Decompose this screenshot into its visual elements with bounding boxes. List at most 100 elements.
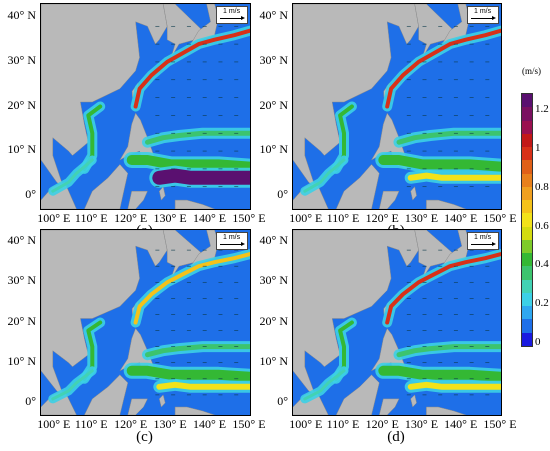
panel-label: (d) — [387, 429, 405, 445]
y-tick-label: 40° N — [259, 233, 288, 248]
land-mass — [84, 164, 129, 209]
current-band — [51, 369, 94, 401]
current-band — [303, 369, 346, 401]
land-mass — [174, 406, 215, 415]
colorbar-tick-label: 0.8 — [535, 180, 549, 193]
colorbar-tick-label: 1.2 — [535, 103, 549, 116]
x-tick-label: 100° E — [37, 211, 71, 225]
colorbar-segment — [522, 94, 532, 108]
reference-vector: 1 m/s — [216, 232, 248, 250]
land-mass — [335, 164, 380, 209]
land-mass — [162, 230, 204, 279]
land-mass — [441, 230, 470, 267]
x-tick-label: 130° E — [153, 417, 187, 431]
current-band — [396, 130, 501, 145]
colorbar-segment — [522, 292, 532, 306]
x-tick-label: 140° E — [192, 417, 227, 431]
colorbar-segment — [522, 266, 532, 280]
x-tick-label: 120° E — [114, 417, 148, 431]
land-mass — [127, 398, 148, 415]
y-tick-label: 30° N — [7, 273, 36, 288]
current-band — [378, 365, 501, 382]
y-tick-label: 30° N — [7, 52, 36, 67]
y-tick-label: 40° N — [7, 8, 36, 23]
reference-vector-label: 1 m/s — [223, 234, 241, 241]
y-tick-label: 0° — [25, 186, 36, 201]
land-mass — [159, 394, 166, 408]
colorbar-tick-label: 0.4 — [535, 258, 549, 271]
colorbar-segment — [522, 306, 532, 320]
current-band — [407, 172, 501, 181]
land-mass — [414, 230, 455, 279]
land-mass — [426, 406, 466, 415]
reference-vector-label: 1 m/s — [474, 8, 492, 15]
colorbar-segment — [522, 200, 532, 214]
current-band — [51, 158, 94, 193]
colorbar-segment — [522, 253, 532, 267]
colorbar-tick-label: 0 — [535, 336, 541, 348]
land-mass — [410, 394, 417, 408]
current-speed-map — [41, 230, 250, 415]
map-frame: 1 m/s — [292, 229, 502, 416]
reference-vector-label: 1 m/s — [223, 8, 241, 15]
land-mass — [426, 199, 466, 209]
colorbar-segment — [522, 213, 532, 227]
map-frame: 1 m/s — [40, 229, 251, 416]
current-band — [385, 28, 501, 109]
land-mass — [84, 374, 129, 415]
colorbar-segment — [522, 332, 532, 346]
x-tick-label: 110° E — [74, 211, 108, 225]
colorbar-segment — [522, 186, 532, 200]
land-mass — [379, 190, 400, 209]
x-tick-label: 150° E — [483, 417, 517, 431]
y-tick-label: 30° N — [259, 52, 288, 67]
colorbar-segment — [522, 279, 532, 293]
colorbar-segment — [522, 133, 532, 147]
reference-vector: 1 m/s — [216, 6, 248, 24]
x-tick-label: 130° E — [404, 417, 439, 431]
x-tick-label: 120° E — [365, 211, 399, 225]
y-tick-label: 40° N — [259, 8, 288, 23]
current-speed-map — [293, 4, 501, 209]
x-tick-label: 110° E — [326, 211, 360, 225]
x-tick-label: 100° E — [37, 417, 71, 431]
panel-label: (c) — [136, 429, 153, 445]
y-tick-label: 30° N — [259, 273, 288, 288]
current-band — [303, 158, 346, 193]
y-tick-label: 10° N — [259, 142, 288, 157]
reference-vector-label: 1 m/s — [474, 234, 492, 241]
current-speed-map — [293, 230, 501, 415]
colorbar-tick-label: 0.2 — [535, 297, 549, 310]
x-tick-label: 150° E — [483, 211, 517, 225]
current-band — [145, 130, 250, 145]
current-band — [133, 28, 250, 109]
current-band — [385, 252, 501, 325]
colorbar-segment — [522, 239, 532, 253]
x-tick-label: 150° E — [232, 417, 266, 431]
land-mass — [159, 186, 166, 201]
x-tick-label: 150° E — [232, 211, 266, 225]
reference-vector: 1 m/s — [467, 6, 499, 24]
current-band — [133, 252, 250, 325]
current-band — [156, 381, 250, 390]
land-mass — [127, 190, 148, 209]
land-mass — [190, 4, 219, 45]
land-mass — [379, 398, 400, 415]
current-band — [152, 168, 250, 185]
y-tick-label: 20° N — [7, 97, 36, 112]
land-mass — [190, 230, 219, 267]
y-tick-label: 20° N — [7, 313, 36, 328]
y-tick-label: 20° N — [259, 97, 288, 112]
current-band — [126, 365, 250, 382]
x-tick-label: 140° E — [444, 417, 478, 431]
colorbar-segment — [522, 226, 532, 240]
y-tick-label: 10° N — [7, 142, 36, 157]
current-speed-map — [41, 4, 250, 209]
x-tick-label: 130° E — [153, 211, 187, 225]
x-tick-label: 100° E — [289, 417, 323, 431]
colorbar-segment — [522, 173, 532, 187]
colorbar-tick-label: 1 — [535, 142, 541, 155]
land-mass — [441, 4, 470, 45]
colorbar-segment — [522, 107, 532, 121]
x-tick-label: 130° E — [404, 211, 439, 225]
